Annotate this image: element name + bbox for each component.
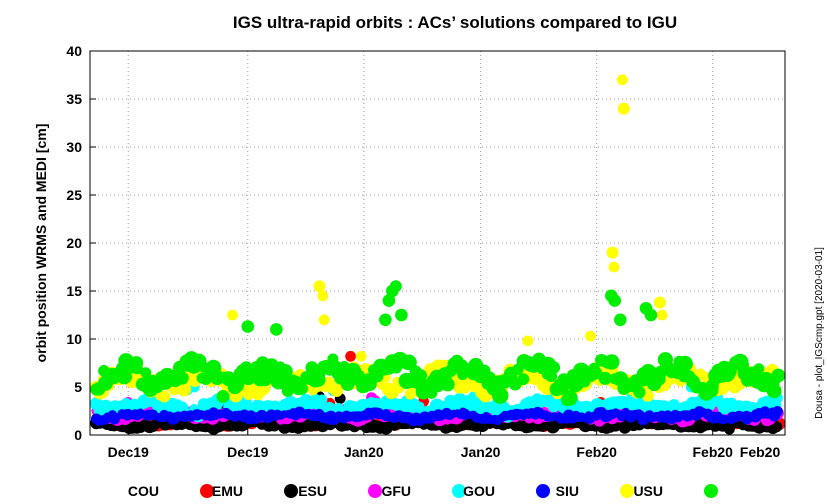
data-point [608, 261, 620, 273]
data-point [296, 382, 308, 395]
data-point [724, 423, 735, 435]
x-tick-label: Feb20 [740, 444, 781, 460]
data-point [772, 406, 783, 417]
data-point [614, 313, 627, 327]
data-point [382, 294, 396, 307]
data-point [389, 280, 402, 293]
data-point [414, 369, 428, 383]
data-point [355, 350, 367, 362]
legend-label-usu: USU [633, 483, 663, 499]
y-tick-label: 30 [66, 139, 82, 155]
y-tick-label: 20 [66, 235, 82, 251]
y-tick-label: 5 [74, 379, 82, 395]
data-point [158, 390, 171, 403]
data-point [604, 354, 620, 370]
data-point [771, 421, 783, 433]
data-point [379, 313, 392, 327]
plot-credit: Dousa - plot_IGScmp.gpt [2020-03-01] [814, 247, 825, 419]
data-point [316, 394, 328, 406]
data-point [270, 323, 283, 336]
data-point [140, 367, 152, 379]
data-point [562, 390, 578, 406]
legend-label-siu: SIU [556, 483, 579, 499]
plot-frame [89, 50, 786, 436]
data-point [522, 335, 534, 347]
data-point [644, 308, 658, 322]
data-point [617, 102, 630, 115]
data-point [547, 361, 561, 374]
series-gou [91, 406, 783, 427]
legend-marker-gfu [452, 484, 466, 498]
series-usu [90, 280, 786, 407]
data-point [131, 363, 143, 375]
legend-label-emu: EMU [212, 483, 243, 499]
data-point [313, 280, 326, 293]
legend-label-cou: COU [128, 483, 159, 499]
data-point [216, 390, 230, 403]
y-axis-label: orbit position WRMS and MEDI [cm] [33, 124, 49, 363]
legend-marker-emu [284, 484, 298, 498]
data-point [608, 294, 621, 307]
data-point [311, 373, 326, 387]
y-tick-label: 25 [66, 187, 82, 203]
data-points [89, 74, 786, 435]
data-point [415, 401, 425, 412]
y-tick-label: 15 [66, 283, 82, 299]
legend-label-gfu: GFU [381, 483, 411, 499]
data-point [677, 355, 693, 372]
data-point [598, 371, 612, 385]
data-point [517, 373, 530, 386]
legend-label-gou: GOU [463, 483, 495, 499]
data-point [345, 350, 356, 362]
data-point [278, 364, 293, 379]
legend-marker-gou [536, 484, 550, 498]
y-tick-label: 10 [66, 331, 82, 347]
y-tick-label: 35 [66, 91, 82, 107]
x-tick-label: Feb20 [576, 444, 617, 460]
legend-marker-cou [200, 484, 214, 498]
legend-marker-siu [620, 484, 634, 498]
data-point [653, 296, 666, 309]
legend: COU EMU ESU GFU GOU SIU USU [128, 483, 718, 499]
legend-marker-usu [704, 484, 718, 498]
x-tick-label: Dec19 [108, 444, 149, 460]
data-point [585, 330, 596, 342]
legend-marker-esu [368, 484, 382, 498]
data-point [175, 371, 189, 385]
data-point [771, 368, 786, 383]
data-point [330, 384, 343, 397]
x-tick-label: Jan20 [461, 444, 501, 460]
data-point [766, 383, 782, 399]
data-point [606, 246, 619, 259]
data-point [395, 308, 408, 322]
y-tick-labels: 0 5 10 15 20 25 30 35 40 [66, 43, 82, 443]
x-tick-label: Feb20 [692, 444, 733, 460]
data-point [753, 363, 765, 374]
x-tick-labels: Dec19 Dec19 Jan20 Jan20 Feb20 Feb20 Feb20 [108, 444, 781, 460]
data-point [633, 386, 646, 399]
data-point [241, 320, 255, 333]
data-point [440, 377, 455, 392]
data-point [491, 387, 509, 404]
data-point [318, 314, 330, 326]
data-point [227, 309, 238, 321]
data-point [228, 376, 245, 393]
data-point [617, 74, 628, 86]
legend-label-esu: ESU [298, 483, 327, 499]
x-tick-label: Jan20 [344, 444, 384, 460]
data-point [656, 309, 668, 321]
data-point [317, 290, 329, 302]
y-tick-label: 40 [66, 43, 82, 59]
x-tick-label: Dec19 [227, 444, 268, 460]
y-tick-label: 0 [74, 427, 82, 443]
chart-title: IGS ultra-rapid orbits : ACs’ solutions … [233, 13, 677, 32]
